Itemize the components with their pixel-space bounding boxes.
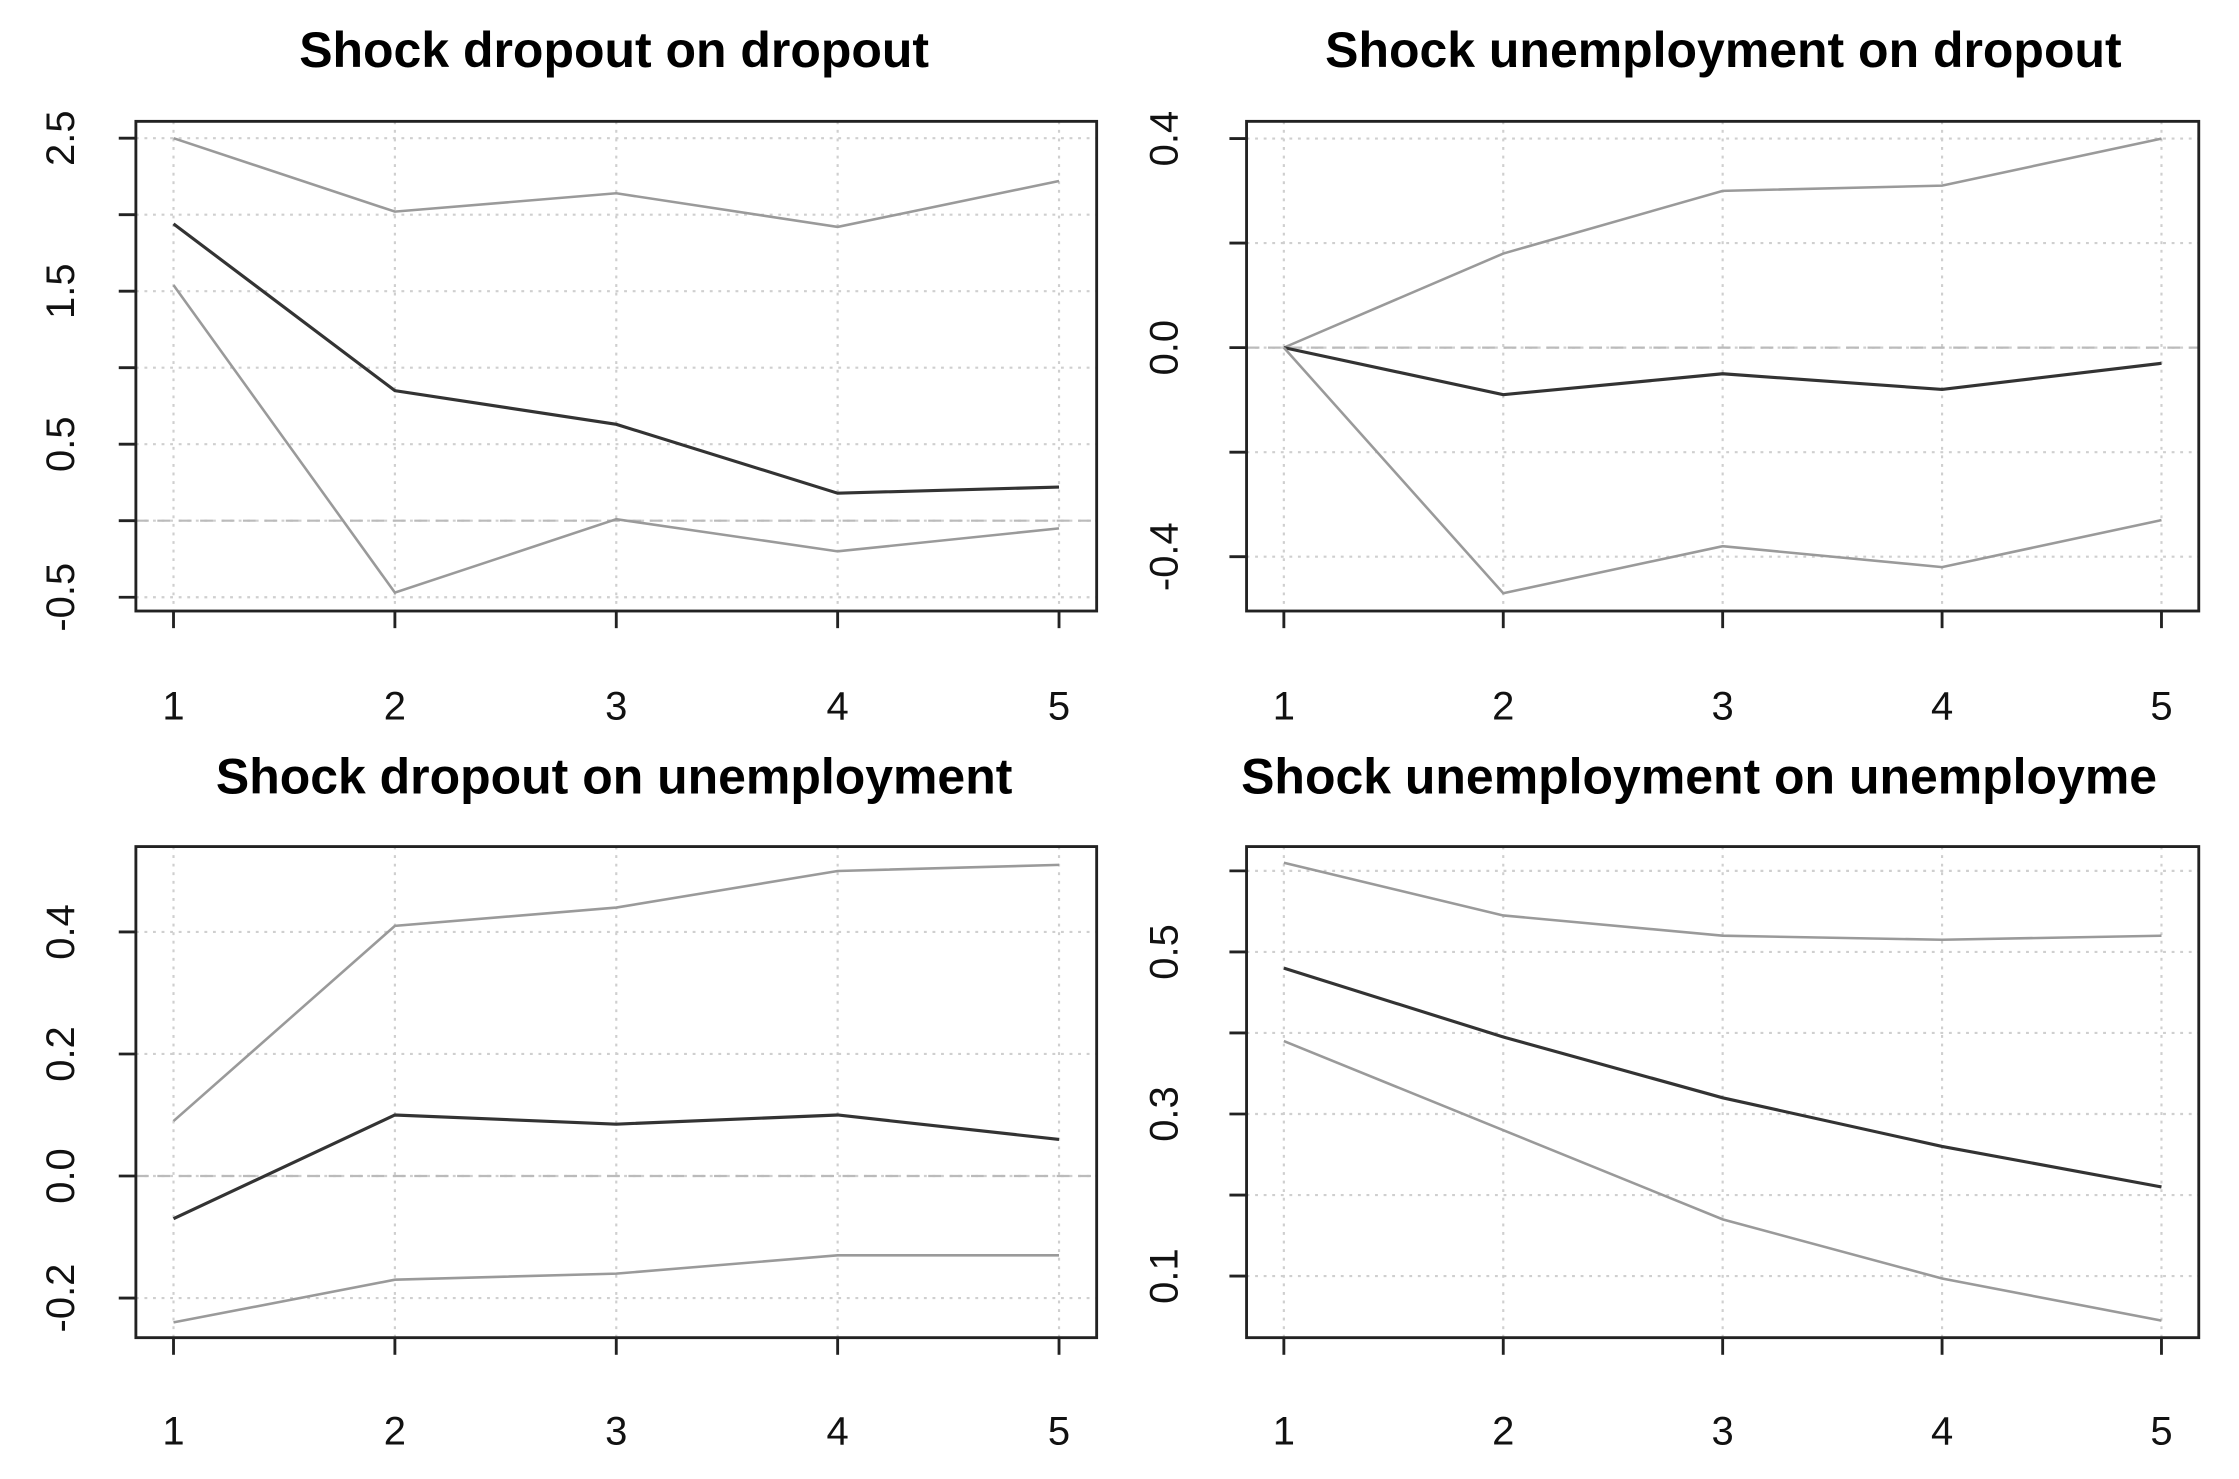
panel: Shock unemployment on unemployme 1 2 3 4 5 0.1… [1143,749,2201,1454]
x-tick-label: 1 [1273,685,1295,729]
series-line [1283,1039,2162,1322]
series-line [172,863,1060,1123]
plot-frame [134,119,1099,613]
y-tick-label: 0.4 [1143,111,1187,167]
y-tick-label: 0.2 [39,1026,83,1082]
x-tick-label: 5 [1048,1410,1070,1454]
series-line [1283,966,2162,1189]
x-tick-label: 1 [162,685,184,729]
x-tick-label: 2 [384,1410,406,1454]
x-tick-label: 4 [827,1410,849,1454]
x-tick-label: 4 [827,685,849,729]
y-tick-label: 0.1 [1143,1248,1187,1304]
y-tick-label: -0.5 [39,563,83,632]
panel: Shock dropout on dropout 1 2 3 4 5 -0.5 0.5 1.5 2… [39,22,1099,729]
y-tick-label: 0.0 [1143,320,1187,376]
y-tick-label: 1.5 [39,263,83,319]
x-tick-label: 2 [1492,1410,1514,1454]
x-tick-label: 1 [162,1410,184,1454]
x-tick-label: 4 [1931,685,1953,729]
x-tick-label: 3 [605,685,627,729]
series-line [1283,861,2162,942]
series-line [1282,346,2162,595]
series-line [1283,137,2162,349]
plot-frame [1245,845,2201,1340]
y-tick-label: -0.2 [39,1264,83,1333]
y-tick-label: 0.0 [39,1148,83,1204]
series-line [172,1113,1060,1221]
x-tick-label: 4 [1931,1410,1953,1454]
x-tick-label: 2 [1492,685,1514,729]
x-tick-label: 3 [1712,1410,1734,1454]
chart-title: Shock unemployment on dropout [1325,22,2122,78]
panel: Shock unemployment on dropout 1 2 3 4 5 -0.4 0.… [1143,22,2201,729]
y-tick-label: -0.4 [1143,522,1187,591]
series-line [1283,346,2162,397]
x-tick-label: 1 [1273,1410,1295,1454]
y-tick-label: 2.5 [39,110,83,166]
x-tick-label: 5 [2150,1410,2172,1454]
series-line [173,1254,1060,1324]
series-line [173,136,1060,229]
y-tick-label: 0.4 [39,904,83,960]
panel: Shock dropout on unemployment 1 2 3 4 5 -0.2 0.… [39,749,1099,1454]
x-tick-label: 3 [1712,685,1734,729]
x-tick-label: 5 [1048,685,1070,729]
plot-frame [1245,119,2201,613]
y-tick-label: 0.3 [1143,1086,1187,1142]
series-line [172,284,1060,595]
series-line [172,222,1060,495]
y-tick-label: 0.5 [39,416,83,472]
x-tick-label: 3 [605,1410,627,1454]
plot-frame [134,845,1099,1340]
chart-title: Shock dropout on unemployment [216,749,1013,805]
x-tick-label: 2 [384,685,406,729]
y-tick-label: 0.5 [1143,924,1187,980]
chart-title: Shock unemployment on unemployme [1241,749,2157,805]
x-tick-label: 5 [2150,685,2172,729]
chart-title: Shock dropout on dropout [299,22,929,78]
